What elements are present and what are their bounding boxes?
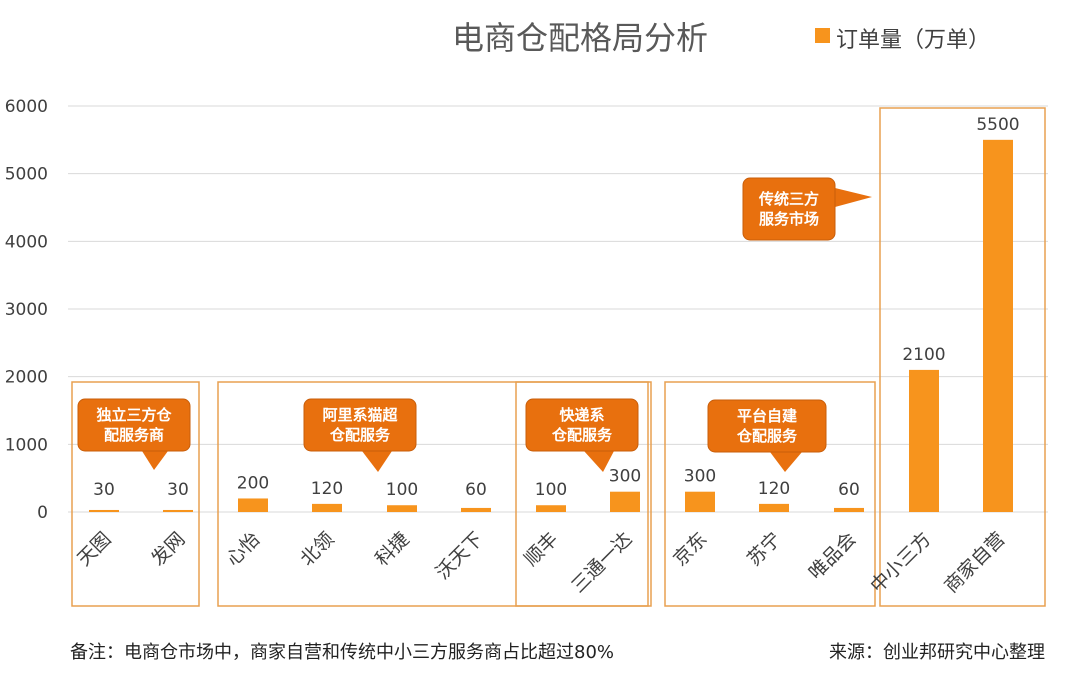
y-tick-label: 5000 xyxy=(5,165,48,185)
y-tick-label: 4000 xyxy=(5,232,48,252)
group-box xyxy=(664,381,876,607)
bar xyxy=(834,507,864,512)
data-labels: 30 30 200 120 100 60 100 300 300 120 60 2100 5500 xyxy=(93,115,1019,500)
bar xyxy=(238,498,268,512)
bar xyxy=(163,509,193,512)
data-label: 30 xyxy=(167,480,189,500)
category-label: 心怡 xyxy=(222,528,264,570)
data-label: 2100 xyxy=(902,345,945,365)
footer-note: 备注：电商仓市场中，商家自营和传统中小三方服务商占比超过80% xyxy=(70,642,614,663)
data-label: 100 xyxy=(386,480,418,500)
legend: 订单量（万单） xyxy=(815,28,990,53)
y-tick-label: 0 xyxy=(37,503,48,523)
callout-pointer xyxy=(584,451,614,472)
group-box xyxy=(217,381,649,607)
callout-label: 平台自建 xyxy=(737,407,798,425)
callout-pointer xyxy=(142,451,168,470)
group-boxes xyxy=(71,107,1046,607)
gridlines xyxy=(68,105,1048,513)
data-label: 120 xyxy=(311,479,343,499)
data-label: 5500 xyxy=(976,115,1019,135)
data-label: 100 xyxy=(535,480,567,500)
y-tick-label: 1000 xyxy=(5,435,48,455)
group-box xyxy=(515,381,652,607)
callout-label: 服务市场 xyxy=(759,210,819,228)
category-label: 顺丰 xyxy=(520,528,562,570)
legend-swatch xyxy=(815,28,830,43)
callout-label: 快递系 xyxy=(559,406,604,424)
y-tick-label: 6000 xyxy=(5,97,48,117)
category-label: 发网 xyxy=(147,528,189,570)
callout-label: 仓配服务 xyxy=(736,427,798,445)
callout-pointer xyxy=(770,452,802,472)
category-label: 中小三方 xyxy=(866,528,935,597)
bar xyxy=(759,503,789,512)
data-label: 300 xyxy=(684,467,716,487)
chart-title: 电商仓配格局分析 xyxy=(452,19,708,57)
category-labels: 天图 发网 心怡 北领 科捷 沃天下 顺丰 三通一达 京东 苏宁 唯品会 中小三方 商家自营 xyxy=(73,528,1009,597)
bar xyxy=(536,505,566,512)
callout-box xyxy=(742,177,836,241)
callout-box xyxy=(77,398,191,452)
data-label: 200 xyxy=(237,473,269,493)
bar xyxy=(909,369,939,512)
group-box xyxy=(71,381,200,607)
category-label: 唯品会 xyxy=(805,528,861,584)
data-label: 60 xyxy=(465,480,487,500)
bar xyxy=(461,507,491,512)
callout-label: 独立三方仓 xyxy=(96,406,172,424)
bars xyxy=(89,139,1013,513)
legend-label: 订单量（万单） xyxy=(836,28,990,53)
data-label: 120 xyxy=(758,479,790,499)
category-label: 沃天下 xyxy=(432,528,488,584)
callout-box xyxy=(303,398,417,452)
category-label: 科捷 xyxy=(371,528,413,570)
callout-box xyxy=(525,398,639,452)
bar xyxy=(685,491,715,512)
data-label: 30 xyxy=(93,480,115,500)
category-label: 北领 xyxy=(296,528,338,570)
callout-box xyxy=(707,399,827,453)
bar xyxy=(89,509,119,512)
category-label: 天图 xyxy=(73,528,115,570)
callout-label: 仓配服务 xyxy=(329,426,391,444)
category-label: 京东 xyxy=(669,528,711,570)
category-label: 苏宁 xyxy=(743,528,785,570)
category-label: 三通一达 xyxy=(567,528,636,597)
callout-pointer xyxy=(362,451,392,472)
bar xyxy=(387,505,417,512)
callout-label: 阿里系猫超 xyxy=(322,406,398,424)
category-label: 商家自营 xyxy=(940,528,1009,597)
callout-label: 仓配服务 xyxy=(551,426,613,444)
y-tick-label: 2000 xyxy=(5,368,48,388)
data-label: 300 xyxy=(609,467,641,487)
data-label: 60 xyxy=(838,480,860,500)
callout-label: 配服务商 xyxy=(104,426,164,444)
bar xyxy=(983,139,1013,513)
y-tick-label: 3000 xyxy=(5,300,48,320)
callout-pointer xyxy=(835,188,872,207)
bar xyxy=(610,491,640,512)
bar xyxy=(312,503,342,512)
group-box xyxy=(879,107,1046,607)
footer-source: 来源：创业邦研究中心整理 xyxy=(829,642,1045,663)
callout-label: 传统三方 xyxy=(758,190,819,208)
y-axis-ticks: 0 1000 2000 3000 4000 5000 6000 xyxy=(5,97,48,523)
